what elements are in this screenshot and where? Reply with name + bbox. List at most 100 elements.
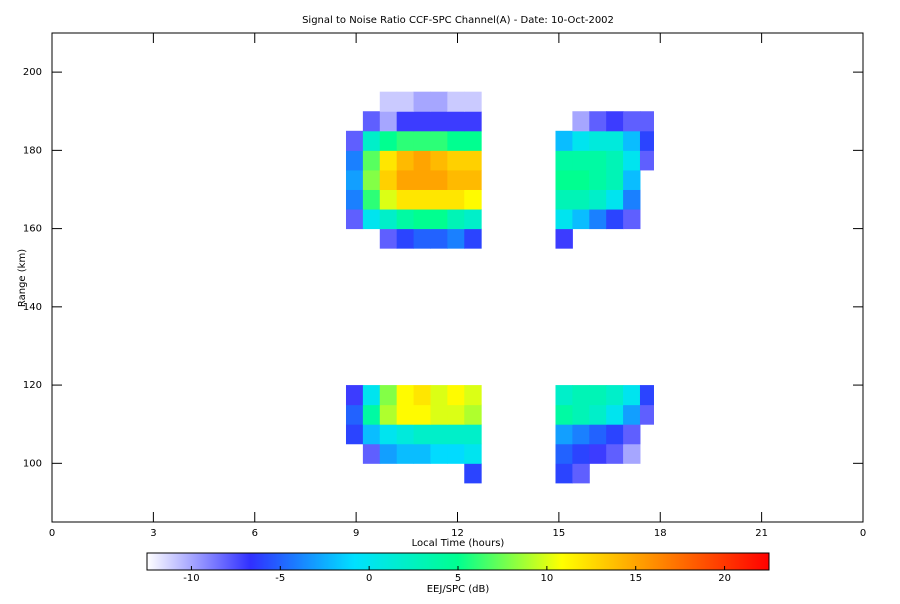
x-tick-label: 0 (860, 528, 866, 539)
heat-cell (413, 189, 431, 210)
heat-cell (396, 385, 415, 406)
heat-cell (379, 169, 398, 190)
heat-cell (396, 130, 415, 151)
heat-cell (606, 209, 624, 230)
heat-cell (589, 169, 607, 190)
y-tick-label: 160 (23, 224, 42, 235)
heat-cell (606, 169, 624, 190)
heat-cell (447, 209, 465, 230)
heat-cell (430, 424, 448, 445)
heat-cell (572, 424, 590, 445)
heat-cell (430, 91, 448, 112)
heat-cell (589, 424, 607, 445)
x-tick-label: 3 (150, 528, 156, 539)
heat-cell (572, 189, 590, 210)
heat-cell (589, 404, 607, 425)
heat-cell (430, 209, 448, 230)
heat-cell (430, 443, 448, 464)
heat-cell (572, 404, 590, 425)
heat-cell (345, 385, 364, 406)
heat-cell (639, 130, 654, 151)
x-tick-label: 18 (654, 528, 667, 539)
heat-cell (413, 130, 431, 151)
heat-cell (623, 424, 641, 445)
heat-cell (464, 424, 482, 445)
heat-cell (447, 404, 465, 425)
heat-cell (396, 443, 415, 464)
heat-cell (623, 169, 641, 190)
heat-cell (362, 130, 381, 151)
heat-cell (589, 130, 607, 151)
heat-cell (555, 189, 573, 210)
heat-cell (572, 209, 590, 230)
heat-cell (464, 404, 482, 425)
heat-cell (379, 385, 398, 406)
heat-cell (379, 150, 398, 171)
heat-cell (623, 443, 641, 464)
heat-cell (413, 111, 431, 132)
heat-cell (572, 130, 590, 151)
heat-cell (396, 169, 415, 190)
heat-cell (396, 189, 415, 210)
heat-cell (623, 150, 641, 171)
heat-cell (464, 130, 482, 151)
heat-cell (379, 424, 398, 445)
heat-cell (606, 189, 624, 210)
heat-cell (589, 111, 607, 132)
heat-cell (555, 443, 573, 464)
heat-cell (430, 404, 448, 425)
heat-cell (589, 443, 607, 464)
heat-cell (606, 111, 624, 132)
heat-cell (379, 443, 398, 464)
heat-cell (464, 91, 482, 112)
heat-cell (606, 404, 624, 425)
heat-cell (396, 228, 415, 249)
heat-cell (362, 189, 381, 210)
heat-cell (413, 91, 431, 112)
heat-cell (639, 111, 654, 132)
heat-cell (345, 404, 364, 425)
heat-cell (555, 404, 573, 425)
heat-cell (623, 385, 641, 406)
x-tick-label: 12 (451, 528, 464, 539)
heat-cell (606, 385, 624, 406)
heat-cell (447, 150, 465, 171)
heat-cell (623, 404, 641, 425)
heat-cell (345, 150, 364, 171)
heat-cell (345, 209, 364, 230)
heat-cell (345, 189, 364, 210)
heat-cell (396, 424, 415, 445)
heat-cell (555, 130, 573, 151)
heat-cell (345, 424, 364, 445)
x-axis-label: Local Time (hours) (412, 538, 505, 549)
y-tick-label: 140 (23, 302, 42, 313)
heat-cell (623, 130, 641, 151)
heat-cell (362, 169, 381, 190)
heat-cell (606, 150, 624, 171)
x-tick-label: 9 (353, 528, 359, 539)
y-tick-label: 100 (23, 458, 42, 469)
heat-cell (396, 91, 415, 112)
heat-cell (623, 111, 641, 132)
x-tick-label: 21 (755, 528, 768, 539)
heat-cell (555, 463, 573, 484)
heat-cell (623, 189, 641, 210)
heat-cell (464, 150, 482, 171)
colorbar-tick-label: 15 (629, 573, 642, 584)
heat-cell (379, 404, 398, 425)
heat-cell (464, 209, 482, 230)
heat-cell (413, 169, 431, 190)
heat-cell (447, 228, 465, 249)
x-tick-label: 0 (49, 528, 55, 539)
y-tick-label: 200 (23, 67, 42, 78)
heat-cell (430, 228, 448, 249)
heat-cell (413, 404, 431, 425)
heat-cell (447, 443, 465, 464)
heat-cell (396, 209, 415, 230)
heat-cell (362, 443, 381, 464)
colorbar-tick-label: 5 (455, 573, 461, 584)
colorbar-tick-label: 10 (540, 573, 553, 584)
x-tick-label: 15 (553, 528, 566, 539)
y-tick-label: 180 (23, 145, 42, 156)
heat-cell (639, 404, 654, 425)
